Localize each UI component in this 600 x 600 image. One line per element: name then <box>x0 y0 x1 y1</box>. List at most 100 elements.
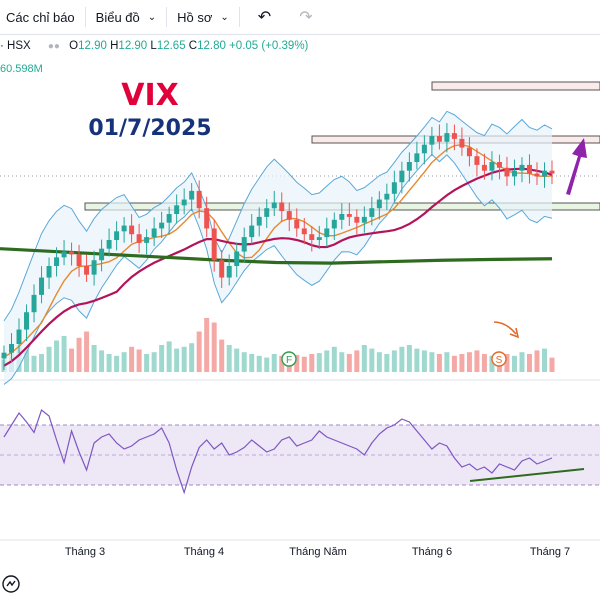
candle-body <box>474 156 480 165</box>
candle-body <box>46 266 52 278</box>
volume-bar <box>211 322 217 372</box>
volume-bar <box>406 345 412 372</box>
chevron-down-icon: ⌄ <box>147 11 157 23</box>
volume-bar <box>256 355 262 372</box>
candle-body <box>324 228 330 238</box>
high-key: H <box>110 40 119 52</box>
volume-bar <box>204 318 210 372</box>
candle-body <box>241 237 247 252</box>
volume-bar <box>264 357 270 372</box>
toolbar-divider <box>166 7 168 27</box>
volume-bar <box>444 352 450 372</box>
volume-bar <box>451 355 457 372</box>
toolbar-divider <box>238 7 240 27</box>
visibility-icon[interactable]: ●● <box>47 41 60 52</box>
volume-bar <box>369 348 375 372</box>
profile-button[interactable]: Hồ sơ ⌄ <box>171 0 235 34</box>
candle-body <box>1 352 7 359</box>
volume-bar <box>61 336 67 372</box>
volume-bar <box>459 354 465 372</box>
candle-body <box>151 228 157 238</box>
toolbar: Các chỉ báo Biểu đồ ⌄ Hồ sơ ⌄ ↶ ↷ <box>0 0 600 35</box>
candle-body <box>249 225 255 238</box>
candle-body <box>174 205 180 214</box>
volume-bar <box>69 348 75 372</box>
candle-body <box>361 216 367 223</box>
volume-bar <box>91 345 97 372</box>
candle-body <box>256 216 262 226</box>
chart-type-button[interactable]: Biểu đồ ⌄ <box>90 0 162 34</box>
candle-body <box>519 164 525 171</box>
candle-body <box>226 266 232 278</box>
volume-bar <box>339 352 345 372</box>
candle-body <box>99 248 105 261</box>
x-tick-label: Tháng Năm <box>289 546 347 558</box>
volume-bar <box>271 354 277 372</box>
candle-body <box>196 190 202 209</box>
undo-icon[interactable]: ↶ <box>257 9 272 26</box>
volume-bar <box>121 352 127 372</box>
x-tick-label: Tháng 6 <box>411 546 453 558</box>
candle-body <box>211 228 217 261</box>
candle-body <box>466 147 472 157</box>
candle-body <box>106 240 112 249</box>
chevron-down-icon: ⌄ <box>220 11 229 23</box>
volume-bar <box>519 352 525 372</box>
candle-body <box>286 211 292 220</box>
volume-bar <box>346 354 352 372</box>
indicators-button[interactable]: Các chỉ báo <box>0 0 81 34</box>
low-value: 12.65 <box>156 40 186 52</box>
candle-body <box>294 219 300 229</box>
volume-bar <box>99 350 105 372</box>
chart-type-label: Biểu đồ <box>95 9 140 25</box>
candle-body <box>144 237 150 243</box>
volume-bar <box>54 340 60 372</box>
candle-body <box>451 133 457 139</box>
rsi-trendline <box>469 468 585 482</box>
volume-bar <box>384 354 390 372</box>
tradingview-logo-icon[interactable] <box>2 575 20 593</box>
candle-body <box>504 167 510 177</box>
volume-bar <box>436 354 442 372</box>
close-value: 12.80 <box>197 40 226 52</box>
volume-bar <box>504 354 510 372</box>
candle-body <box>39 277 45 295</box>
volume-bar <box>174 348 180 372</box>
candle-body <box>271 202 277 209</box>
candle-body <box>534 173 540 177</box>
volume-bar <box>414 348 420 372</box>
candle-body <box>159 222 165 229</box>
volume-bar <box>309 354 315 372</box>
volume-bar <box>376 352 382 372</box>
candle-body <box>181 199 187 206</box>
candle-body <box>481 164 487 171</box>
volume-bar <box>234 348 240 372</box>
volume-bar <box>136 349 142 372</box>
volume-bar <box>549 357 555 372</box>
open-value: 12.90 <box>78 40 107 52</box>
candle-body <box>204 208 210 229</box>
candle-body <box>541 170 547 177</box>
volume-bar <box>219 339 225 372</box>
volume-bar <box>279 355 285 372</box>
volume-bar <box>181 346 187 372</box>
annotation-title: VIX <box>121 78 179 113</box>
volume-bar <box>301 356 307 372</box>
candle-body <box>459 138 465 148</box>
volume-bar <box>241 352 247 372</box>
candle-body <box>16 329 22 344</box>
candle-body <box>129 225 135 235</box>
candle-body <box>91 260 97 275</box>
volume-bar <box>474 350 480 372</box>
resistance-zone <box>431 81 600 91</box>
volume-bar <box>114 355 120 372</box>
volume-bar <box>196 331 202 372</box>
candle-body <box>219 260 225 278</box>
candle-body <box>376 199 382 209</box>
volume-bar <box>31 355 37 372</box>
volume-bar <box>466 352 472 372</box>
candle-body <box>436 136 442 142</box>
candle-body <box>354 216 360 223</box>
redo-icon[interactable]: ↷ <box>299 9 313 26</box>
